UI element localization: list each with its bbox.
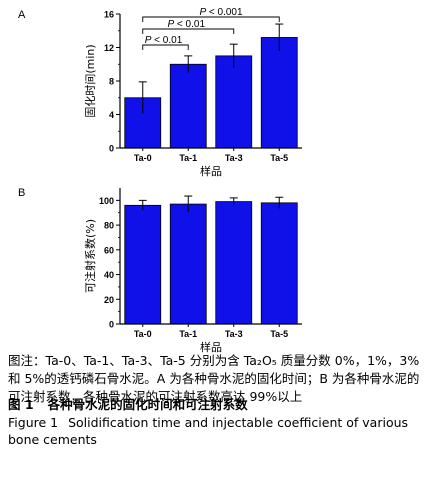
- significance-label: P < 0.01: [167, 19, 205, 30]
- panel-letter: B: [18, 187, 25, 199]
- y-tick-label: 60: [104, 245, 114, 255]
- y-tick-label: 20: [104, 295, 114, 305]
- y-tick-label: 4: [109, 110, 114, 120]
- bar: [169, 63, 207, 149]
- figure: A 0 4 8 12 16 Ta-0 Ta-1 Ta-3 Ta-5 样品 固化时间(min) P < 0…: [18, 7, 302, 354]
- panel-letter: A: [18, 9, 26, 21]
- chart-panel-b: B 0 20 40 60 80 100 Ta-0 Ta-1 Ta-3 Ta-5 样品 可注射系数(%): [18, 187, 302, 354]
- bar: [124, 204, 162, 325]
- y-tick-label: 80: [104, 221, 114, 231]
- x-axis-label: 样品: [200, 340, 222, 354]
- figure-title-cn: 图 1 各种骨水泥的固化时间和可注射系数: [8, 396, 422, 414]
- figure-title-en: Figure 1 Solidification time and injectab…: [8, 414, 422, 448]
- significance-label: P < 0.001: [199, 7, 243, 18]
- x-axis-label: 样品: [200, 164, 222, 178]
- chart-panel-a: A 0 4 8 12 16 Ta-0 Ta-1 Ta-3 Ta-5 样品 固化时间(min) P < 0…: [18, 7, 302, 178]
- y-axis-label: 可注射系数(%): [83, 219, 97, 293]
- figure-title-en-text: Solidification time and injectable coeff…: [8, 415, 409, 447]
- bar: [260, 202, 298, 325]
- figure-title-cn-text: 各种骨水泥的固化时间和可注射系数: [47, 397, 248, 412]
- bar: [215, 201, 253, 325]
- y-tick-label: 40: [104, 270, 114, 280]
- x-tick-label: Ta-1: [179, 329, 197, 339]
- x-tick-label: Ta-3: [225, 329, 243, 339]
- y-tick-label: 8: [109, 77, 114, 87]
- bar: [169, 203, 207, 325]
- y-tick-label: 16: [104, 10, 114, 20]
- figure-number-en: Figure 1: [8, 415, 59, 430]
- y-tick-label: 12: [104, 43, 114, 53]
- figure-note: 图注：Ta-0、Ta-1、Ta-3、Ta-5 分别为含 Ta₂O₅ 质量分数 0…: [8, 353, 420, 404]
- x-tick-label: Ta-1: [179, 153, 197, 163]
- x-tick-label: Ta-3: [225, 153, 243, 163]
- x-tick-label: Ta-5: [270, 329, 288, 339]
- significance-bracket: [142, 28, 235, 34]
- y-tick-label: 100: [99, 196, 114, 206]
- significance-bracket: [142, 16, 280, 22]
- significance-bracket: [142, 44, 189, 50]
- x-tick-label: Ta-5: [270, 153, 288, 163]
- x-tick-label: Ta-0: [134, 153, 152, 163]
- x-tick-label: Ta-0: [134, 329, 152, 339]
- bar: [215, 55, 253, 149]
- significance-label: P < 0.01: [145, 35, 183, 46]
- y-axis-label: 固化时间(min): [83, 44, 97, 117]
- bar: [260, 37, 298, 149]
- figure-number-cn: 图 1: [8, 397, 34, 412]
- y-tick-label: 0: [109, 320, 114, 330]
- y-tick-label: 0: [109, 144, 114, 154]
